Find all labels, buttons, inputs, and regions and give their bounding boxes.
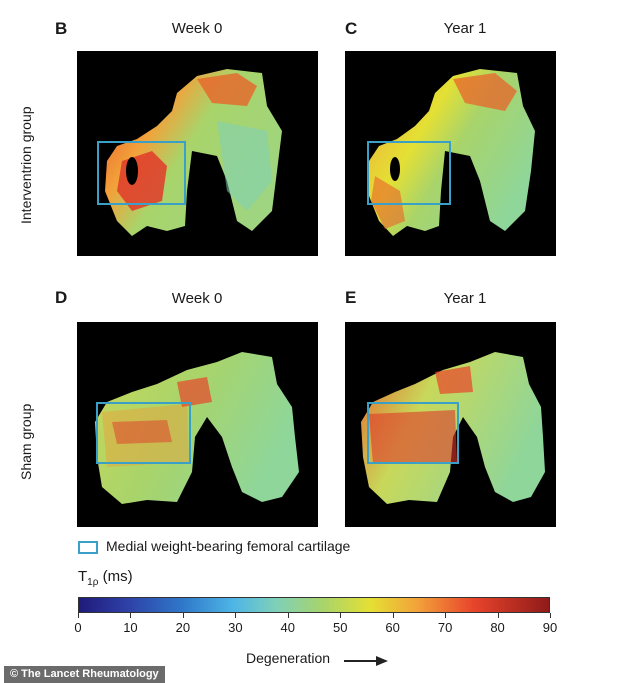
colorbar-tick [445, 613, 447, 618]
panel-letter-d: D [55, 288, 68, 307]
degeneration-label: Degeneration [246, 650, 331, 666]
row-label-intervention: Interventrion group [18, 106, 34, 224]
roi-box-b [97, 141, 186, 205]
colorbar-tick-label: 80 [490, 620, 505, 635]
row-label-sham: Sham group [18, 403, 34, 480]
panel-title-c: Year 1 [443, 20, 487, 37]
colorbar-tick [235, 613, 237, 618]
colorbar-tick [78, 613, 79, 618]
panel-letter-c: C [345, 19, 358, 38]
colorbar [78, 597, 550, 613]
cartilage-shape [95, 352, 299, 504]
colorbar-title-unit: (ms) [98, 568, 133, 585]
roi-legend-swatch [78, 541, 98, 554]
colorbar-tick-label: 60 [385, 620, 400, 635]
panel-title-b: Week 0 [171, 20, 223, 37]
t1rho-map-e [345, 322, 556, 527]
colorbar-tick [392, 613, 394, 618]
roi-box-e [367, 402, 459, 464]
colorbar-tick-label: 50 [332, 620, 348, 635]
colorbar-tick [287, 613, 289, 618]
colorbar-tick-label: 20 [175, 620, 191, 635]
colorbar-tick-label: 0 [74, 620, 82, 635]
roi-legend-label: Medial weight-bearing femoral cartilage [106, 538, 351, 554]
arrow-right-icon [344, 656, 388, 666]
cartilage-shape [367, 69, 535, 236]
panel-letter-e: E [345, 288, 357, 307]
colorbar-tick [497, 613, 499, 618]
colorbar-tick [340, 613, 342, 618]
panel-title-d: Week 0 [171, 290, 223, 307]
credit-badge: © The Lancet Rheumatology [4, 666, 165, 683]
colorbar-tick-label: 40 [280, 620, 295, 635]
colorbar-title-sub: 1ρ [87, 577, 99, 588]
t1rho-map-d [77, 322, 318, 527]
colorbar-title: T1ρ (ms) [78, 568, 133, 588]
colorbar-tick [130, 613, 132, 618]
colorbar-tick-label: 10 [123, 620, 138, 635]
t1rho-map-b [77, 51, 318, 256]
colorbar-tick [182, 613, 184, 618]
panel-title-e: Year 1 [443, 290, 487, 307]
roi-box-c [367, 141, 451, 205]
roi-box-d [96, 402, 191, 464]
colorbar-tick-label: 90 [542, 620, 558, 635]
panel-letter-b: B [55, 19, 68, 38]
colorbar-tick [550, 613, 551, 618]
colorbar-tick-label: 70 [437, 620, 453, 635]
colorbar-tick-label: 30 [228, 620, 243, 635]
colorbar-title-main: T [78, 568, 88, 585]
